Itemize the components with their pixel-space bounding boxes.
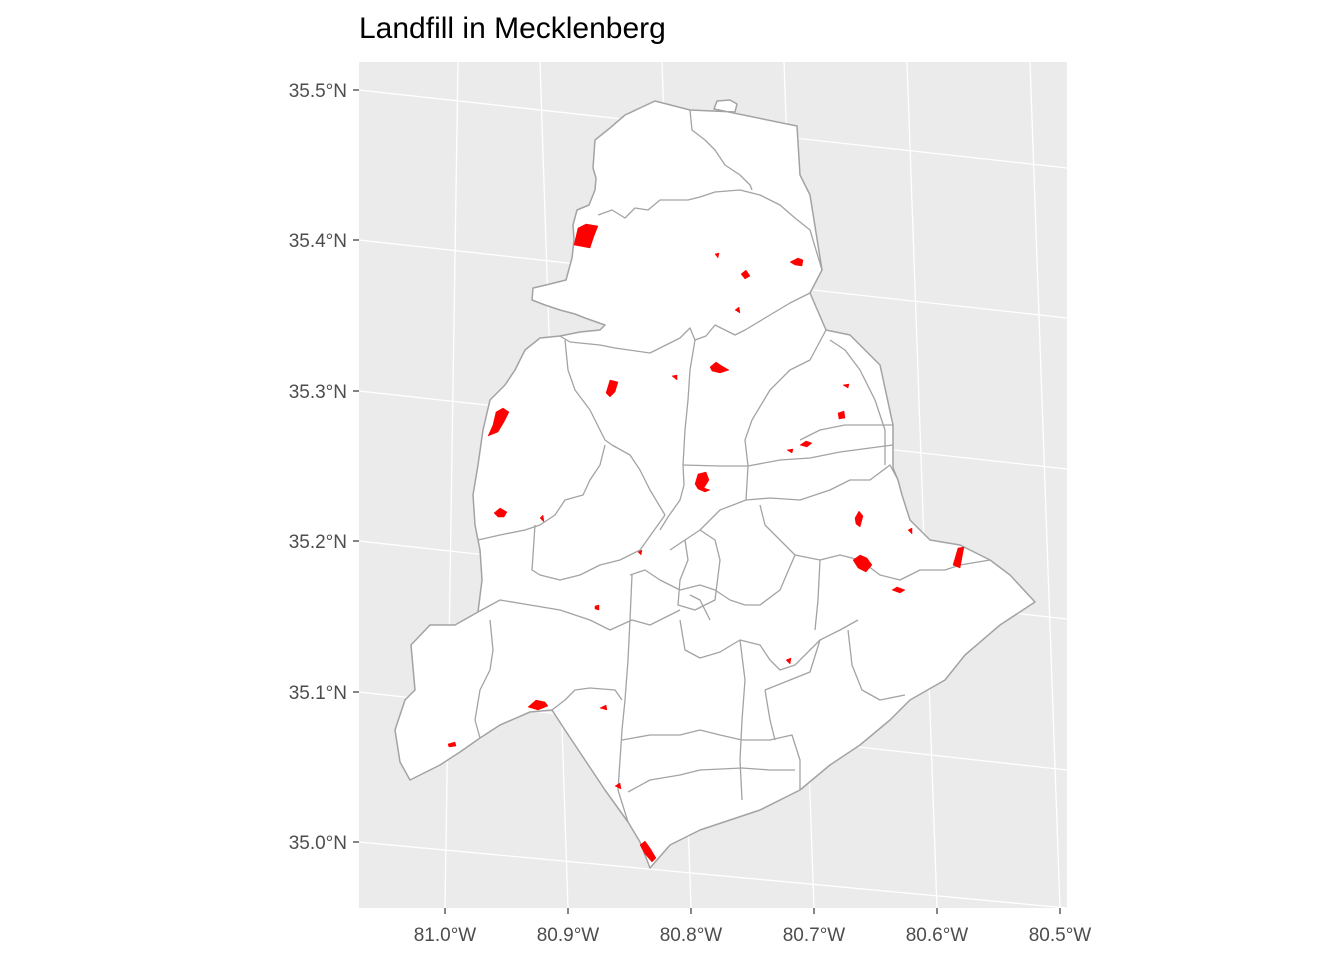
landfill-parcel: [714, 252, 720, 259]
tract-boundary: [477, 599, 681, 631]
landfill-parcel: [907, 527, 913, 535]
gridline-lat-35.0: [358, 841, 1068, 909]
landfill-layer: [447, 223, 965, 863]
tract-boundary: [745, 464, 899, 501]
landfill-parcel: [837, 410, 846, 420]
tract-boundary: [564, 339, 666, 516]
tract-boundary: [744, 329, 827, 467]
y-tick-label: 35.1°N: [289, 683, 347, 704]
tract-boundary: [629, 554, 796, 606]
tract-boundary: [689, 594, 711, 621]
landfill-parcel: [842, 383, 850, 389]
landfill-parcel: [789, 257, 804, 267]
y-tick-label: 35.3°N: [289, 382, 347, 403]
tract-boundary: [679, 619, 859, 671]
tract-boundary: [627, 767, 795, 793]
tract-boundary: [477, 444, 606, 541]
gridline-lon-80.6: [906, 61, 938, 909]
tract-boundary: [621, 729, 801, 790]
y-axis: 35.5°N 35.4°N 35.3°N 35.2°N 35.1°N 35.0°N: [289, 81, 359, 854]
landfill-parcel: [852, 554, 873, 573]
county-outline: [394, 99, 1036, 869]
y-tick-label: 35.0°N: [289, 833, 347, 854]
tract-boundary: [764, 639, 821, 691]
landfill-parcel: [786, 448, 794, 454]
tract-boundary: [799, 424, 893, 441]
tract-boundary: [689, 109, 753, 191]
landfill-parcel: [785, 657, 792, 665]
tract-boundary: [551, 687, 623, 711]
tract-boundary: [739, 639, 746, 801]
tract-boundary: [669, 465, 749, 551]
tract-boundary: [659, 464, 685, 531]
landfill-parcel: [639, 840, 657, 863]
county-tracts: [394, 99, 1036, 869]
landfill-parcel: [493, 507, 508, 518]
landfill-parcel: [599, 704, 608, 711]
tract-boundary: [682, 339, 696, 466]
landfill-parcel: [527, 699, 549, 711]
tract-boundary: [682, 444, 894, 467]
landfill-parcel: [891, 586, 906, 594]
landfill-parcel: [614, 782, 622, 790]
gridline-lon-81.0: [444, 61, 459, 909]
x-tick-label: 80.9°W: [537, 925, 600, 946]
map-title: Landfill in Mecklenberg: [359, 12, 666, 45]
y-tick-label: 35.5°N: [289, 81, 347, 102]
landfill-parcel: [952, 546, 965, 569]
landfill-parcel: [539, 514, 545, 523]
landfill-parcel: [594, 604, 600, 611]
landfill-parcel: [671, 374, 678, 381]
tract-boundary: [829, 339, 886, 465]
tract-boundary: [531, 514, 666, 581]
x-tick-label: 80.8°W: [660, 925, 723, 946]
x-tick-label: 80.5°W: [1029, 925, 1092, 946]
y-tick-label: 35.2°N: [289, 532, 347, 553]
landfill-parcel: [487, 407, 510, 437]
landfill-parcel: [854, 510, 864, 528]
tract-boundary: [597, 189, 823, 271]
x-axis: 81.0°W 80.9°W 80.8°W 80.7°W 80.6°W 80.5°W: [414, 908, 1092, 946]
landfill-parcel: [734, 306, 741, 314]
landfill-parcel: [694, 471, 711, 493]
x-tick-label: 80.6°W: [906, 925, 969, 946]
x-tick-label: 80.7°W: [783, 925, 846, 946]
tract-boundary: [677, 529, 721, 611]
tract-boundary: [814, 559, 821, 631]
landfill-parcel: [573, 223, 599, 249]
tract-boundary: [764, 689, 776, 741]
gridline-lon-80.5: [1029, 61, 1061, 909]
tract-boundary: [474, 619, 494, 739]
landfill-parcel: [799, 440, 813, 448]
y-tick-label: 35.4°N: [289, 231, 347, 252]
tract-boundary: [847, 629, 906, 701]
landfill-parcel: [605, 379, 619, 398]
landfill-parcel: [637, 549, 643, 556]
x-tick-label: 81.0°W: [414, 925, 477, 946]
landfill-parcel: [447, 741, 457, 748]
landfill-parcel: [740, 269, 751, 280]
landfill-parcel: [709, 361, 730, 374]
